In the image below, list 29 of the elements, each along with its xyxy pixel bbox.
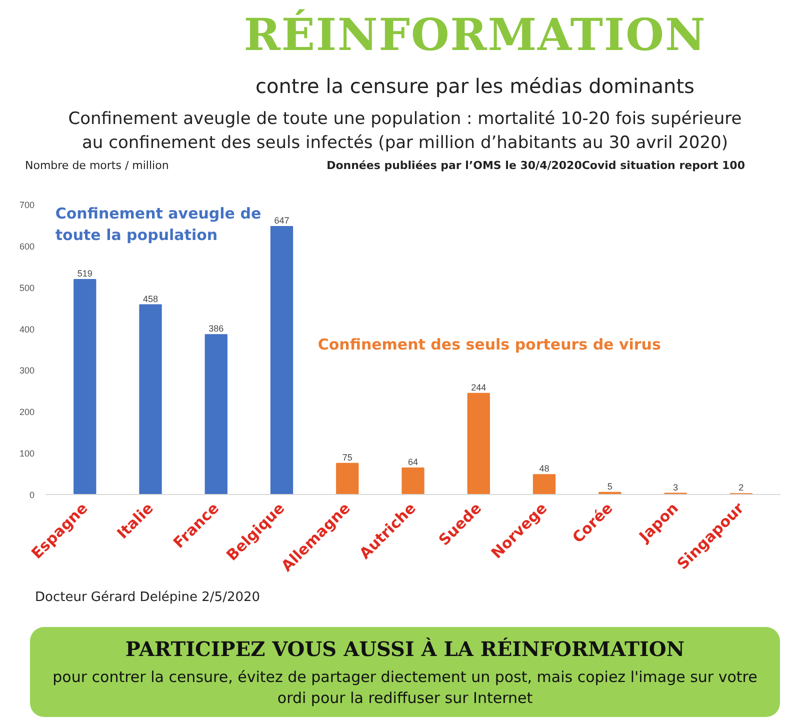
data-label: 48 — [539, 464, 550, 474]
y-tick-label: 300 — [19, 366, 35, 376]
y-tick-label: 0 — [29, 490, 35, 500]
data-label: 3 — [672, 482, 678, 492]
data-label: 458 — [142, 294, 158, 304]
y-tick-label: 200 — [19, 407, 35, 418]
text: Confinement des seuls porteurs de virus — [318, 335, 661, 354]
text: contre la censure par les médias dominants — [254, 72, 696, 100]
text: pour contrer la censure, évitez de partager diectement un post, mais copiez l'image sur votre ordi pour la rediffuser sur Internet — [52, 666, 758, 709]
data-label: 647 — [274, 215, 290, 226]
text: RÉINFORMATION — [242, 8, 708, 63]
y-tick-label: 700 — [19, 200, 35, 210]
data-label: 386 — [208, 324, 224, 334]
series-label: Confinement aveugle de toute la population — [55, 204, 262, 244]
chart-title: Confinement aveugle de toute une population : mortalité 10-20 fois supérieure au confinement des seuls infectés (par million d’habitants au 30 avril 2020) — [67, 108, 743, 156]
data-label: 75 — [342, 452, 352, 462]
y-tick-label: 100 — [19, 448, 35, 459]
y-tick-label: 500 — [19, 282, 35, 293]
text: Docteur Gérard Delépine 2/5/2020 — [34, 589, 260, 607]
y-axis-title: Nombre de morts / million — [25, 158, 169, 174]
data-label: 519 — [77, 268, 92, 278]
y-tick-label: 400 — [19, 324, 35, 334]
y-tick-label: 600 — [19, 241, 35, 252]
chart-subtitle: Données publiées par l’OMS le 30/4/2020Covid situation report 100 — [326, 158, 745, 174]
data-label: 64 — [408, 456, 418, 467]
data-label: 5 — [607, 481, 612, 492]
data-label: 244 — [471, 382, 486, 392]
text: PARTICIPEZ VOUS AUSSI À LA RÉINFORMATION — [124, 636, 686, 663]
data-label: 2 — [738, 482, 744, 493]
